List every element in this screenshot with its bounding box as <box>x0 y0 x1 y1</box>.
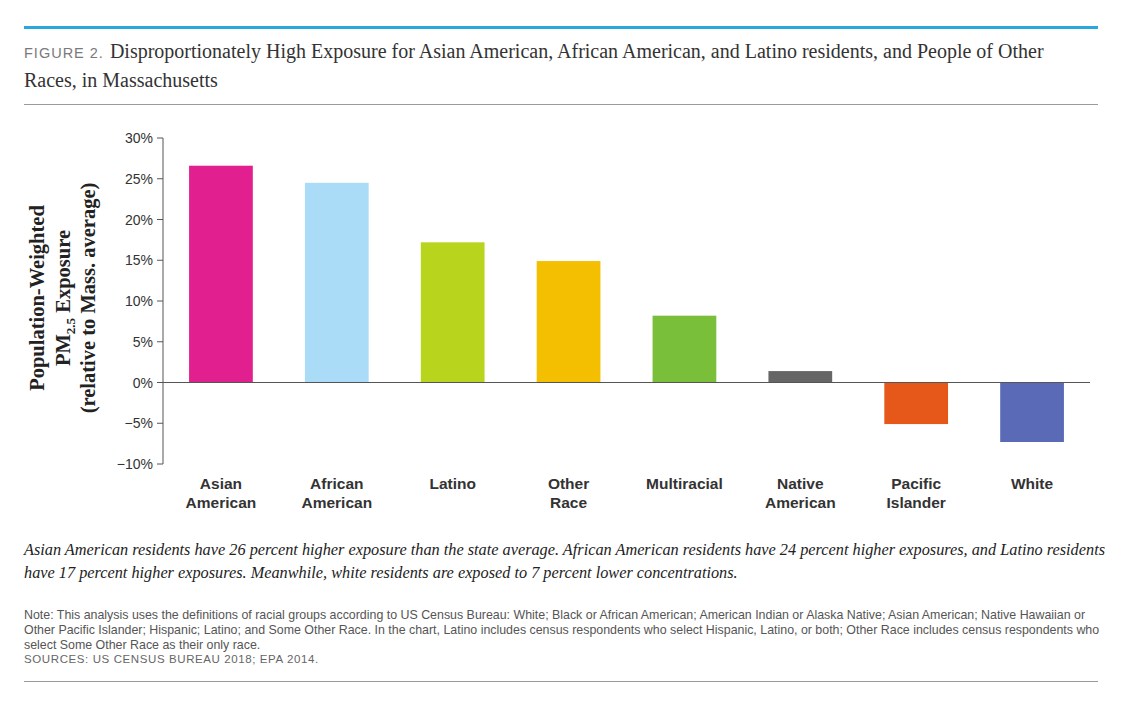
y-tick-label: 25% <box>125 171 153 187</box>
note: Note: This analysis uses the definitions… <box>24 608 1104 653</box>
y-tick <box>157 382 163 383</box>
y-tick <box>157 464 163 465</box>
y-tick <box>157 138 163 139</box>
y-tick-label: 15% <box>125 252 153 268</box>
bar <box>537 261 601 382</box>
y-tick <box>157 260 163 261</box>
y-tick-label: 30% <box>125 130 153 146</box>
y-tick <box>157 301 163 302</box>
title-rule <box>24 104 1098 105</box>
y-tick-label: 10% <box>125 293 153 309</box>
bar <box>1000 383 1064 442</box>
y-tick <box>157 219 163 220</box>
caption: Asian American residents have 26 percent… <box>24 538 1109 584</box>
x-tick-label: PacificIslander <box>886 475 945 511</box>
x-tick-label: NativeAmerican <box>765 475 836 511</box>
bar <box>305 183 369 383</box>
x-tick-label: OtherRace <box>548 475 589 511</box>
y-tick-label: −5% <box>125 415 153 431</box>
x-tick-label: Multiracial <box>646 475 723 492</box>
figure-label: FIGURE 2. <box>24 45 104 61</box>
chart: −10% −5% 0% 5% 10% 15% 20% 25% 30% AsianAmerican A… <box>0 0 1124 706</box>
bars <box>189 166 1064 442</box>
y-tick <box>157 341 163 342</box>
bar <box>653 316 717 383</box>
x-tick-label: Latino <box>429 475 476 492</box>
y-tick-label: −10% <box>117 456 153 472</box>
y-axis-label: Population-Weighted <box>26 205 49 391</box>
x-tick-label: AsianAmerican <box>186 475 257 511</box>
top-rule <box>24 26 1098 29</box>
bar <box>884 383 948 425</box>
title-block: FIGURE 2.Disproportionately High Exposur… <box>24 38 1054 94</box>
x-tick-label: White <box>1011 475 1054 492</box>
y-axis-label: PM2.5 Exposure <box>52 230 78 366</box>
zero-line <box>163 382 1090 383</box>
y-tick <box>157 423 163 424</box>
bar <box>189 166 253 383</box>
x-tick-label: AfricanAmerican <box>301 475 372 511</box>
y-tick-label: 20% <box>125 212 153 228</box>
y-tick <box>157 178 163 179</box>
bar <box>421 242 485 382</box>
title: Disproportionately High Exposure for Asi… <box>24 40 1044 91</box>
source: SOURCES: US CENSUS BUREAU 2018; EPA 2014… <box>24 653 1104 665</box>
bar <box>768 371 832 382</box>
y-tick-label: 5% <box>133 334 153 350</box>
y-tick-label: 0% <box>133 375 153 391</box>
bottom-rule <box>24 681 1098 682</box>
y-axis-label: (relative to Mass. average) <box>77 183 100 414</box>
